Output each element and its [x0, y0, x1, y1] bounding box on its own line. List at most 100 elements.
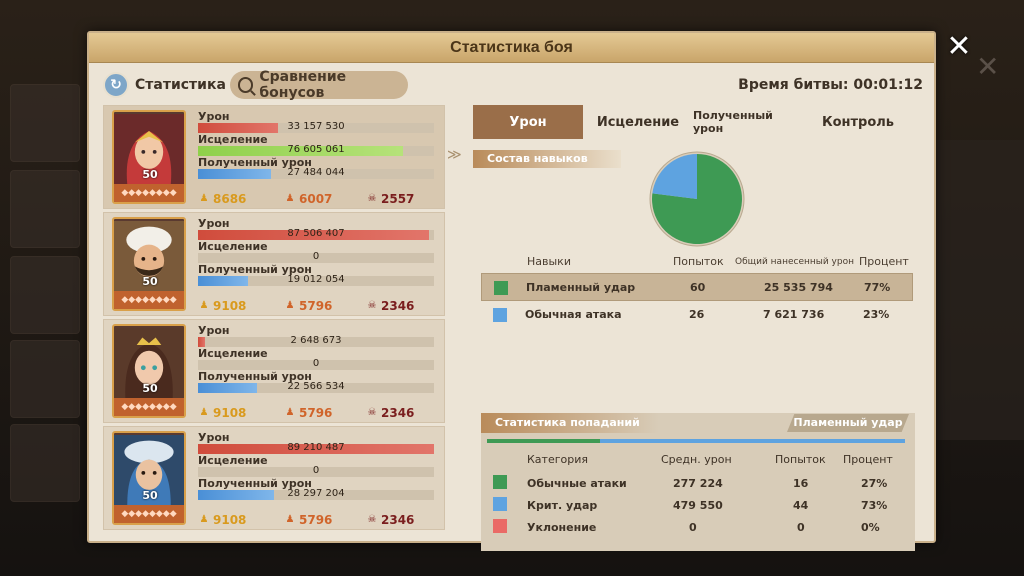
- taken-bar: 19 012 054: [198, 274, 434, 286]
- panel-toolbar: ↻ Статистика Сравнение бонусов Время бит…: [103, 69, 923, 101]
- tab-damage-taken[interactable]: Полученный урон: [693, 109, 773, 135]
- taken-value: 27 484 044: [287, 167, 345, 178]
- skill-percent: 23%: [863, 308, 890, 321]
- dead-value: 2346: [381, 406, 415, 420]
- damage-bar: 2 648 673: [198, 335, 434, 347]
- battle-time: Время битвы: 00:01:12: [738, 77, 923, 93]
- hero-stars: ◆◆◆◆◆◆◆◆: [114, 184, 184, 202]
- col-percent: Процент: [859, 255, 909, 268]
- taken-value: 22 566 534: [287, 381, 345, 392]
- hit-percent: 73%: [861, 499, 888, 512]
- heal-value: 76 605 061: [287, 144, 345, 155]
- troops-stat: ♟ 9108: [198, 299, 247, 313]
- taken-label: Полученный урон: [198, 477, 312, 490]
- skill-percent: 77%: [864, 281, 891, 294]
- hero-avatar: [114, 221, 184, 291]
- details-area: Урон Исцеление Полученный урон Контроль …: [447, 105, 915, 551]
- statistics-tab[interactable]: ↻ Статистика: [103, 71, 226, 99]
- wounded-icon: ♟: [285, 193, 295, 204]
- hit-stats-header: Категория Средн. урон Попыток Процент: [481, 453, 915, 471]
- skill-name: Обычная атака: [525, 308, 622, 321]
- hit-row: Уклонение 0 0 0%: [481, 519, 915, 539]
- hero-portrait[interactable]: 50 ◆◆◆◆◆◆◆◆: [112, 110, 186, 204]
- heal-bar-fill: [198, 146, 404, 156]
- taken-value: 28 297 204: [287, 488, 345, 499]
- heal-bar: 76 605 061: [198, 144, 434, 156]
- hero-row[interactable]: 50 ◆◆◆◆◆◆◆◆ Урон 2 648 673 Исцеление 0 П…: [103, 319, 445, 423]
- wounded-stat: ♟ 6007: [284, 192, 333, 206]
- damage-label: Урон: [198, 217, 230, 230]
- panel-title: Статистика боя: [89, 33, 934, 63]
- heal-label: Исцеление: [198, 454, 268, 467]
- dead-stat: ☠ 2557: [366, 192, 415, 206]
- damage-label: Урон: [198, 324, 230, 337]
- refresh-icon[interactable]: ↻: [103, 72, 129, 98]
- hit-avg: 479 550: [673, 499, 723, 512]
- dead-value: 2346: [381, 513, 415, 527]
- hero-stats: Урон 33 157 530 Исцеление 76 605 061 Пол…: [198, 110, 434, 179]
- hero-row[interactable]: 50 ◆◆◆◆◆◆◆◆ Урон 33 157 530 Исцеление 76…: [103, 105, 445, 209]
- troops-value: 9108: [213, 513, 247, 527]
- hero-portrait[interactable]: 50 ◆◆◆◆◆◆◆◆: [112, 217, 186, 311]
- stat-tabs: Урон Исцеление Полученный урон Контроль: [473, 105, 915, 139]
- col-percent: Процент: [843, 453, 893, 466]
- troops-stat: ♟ 9108: [198, 513, 247, 527]
- close-icon[interactable]: ✕: [946, 29, 972, 64]
- hero-row[interactable]: 50 ◆◆◆◆◆◆◆◆ Урон 87 506 407 Исцеление 0 …: [103, 212, 445, 316]
- damage-label: Урон: [198, 110, 230, 123]
- wounded-value: 5796: [299, 406, 333, 420]
- col-category: Категория: [527, 453, 588, 466]
- hero-portrait[interactable]: 50 ◆◆◆◆◆◆◆◆: [112, 324, 186, 418]
- damage-bar-fill: [198, 230, 430, 240]
- background-sidebar-tile: [10, 340, 80, 418]
- taken-value: 19 012 054: [287, 274, 345, 285]
- hit-avg: 277 224: [673, 477, 723, 490]
- damage-value: 2 648 673: [290, 335, 342, 346]
- hit-color-swatch: [493, 497, 507, 511]
- taken-bar-fill: [198, 276, 248, 286]
- pie-slice-basic-attack: [652, 154, 697, 199]
- heal-value: 0: [312, 358, 320, 369]
- hero-avatar: [114, 114, 184, 184]
- battle-stats-panel: Статистика боя ↻ Статистика Сравнение бо…: [87, 31, 936, 551]
- skill-row[interactable]: Обычная атака 26 7 621 736 23%: [481, 301, 913, 329]
- hero-portrait[interactable]: 50 ◆◆◆◆◆◆◆◆: [112, 431, 186, 525]
- hit-row: Крит. удар 479 550 44 73%: [481, 497, 915, 517]
- taken-label: Полученный урон: [198, 156, 312, 169]
- tab-damage[interactable]: Урон: [473, 105, 583, 139]
- wounded-icon: ♟: [285, 300, 295, 311]
- skills-section-title: Состав навыков: [473, 150, 621, 168]
- hero-stats: Урон 89 210 487 Исцеление 0 Полученный у…: [198, 431, 434, 500]
- col-attempts: Попыток: [673, 255, 724, 268]
- hit-stats-title: Статистика попаданий: [481, 413, 659, 433]
- damage-bar-fill: [198, 123, 279, 133]
- background-sidebar-tile: [10, 424, 80, 502]
- compare-bonuses-button[interactable]: Сравнение бонусов: [230, 69, 408, 101]
- wounded-stat: ♟ 5796: [284, 406, 333, 420]
- damage-value: 87 506 407: [287, 228, 345, 239]
- taken-bar-fill: [198, 383, 257, 393]
- skull-icon: ☠: [367, 300, 377, 311]
- skill-attempts: 26: [689, 308, 705, 321]
- hero-stats: Урон 87 506 407 Исцеление 0 Полученный у…: [198, 217, 434, 286]
- taken-bar: 22 566 534: [198, 381, 434, 393]
- skill-selector[interactable]: Пламенный удар: [787, 414, 909, 432]
- skill-row[interactable]: Пламенный удар 60 25 535 794 77%: [481, 273, 913, 301]
- statistics-label: Статистика: [135, 77, 226, 93]
- hero-footer: ♟ 9108 ♟ 5796 ☠ 2346: [198, 299, 434, 313]
- heal-label: Исцеление: [198, 133, 268, 146]
- hit-attempts: 16: [793, 477, 809, 490]
- hero-stars: ◆◆◆◆◆◆◆◆: [114, 398, 184, 416]
- hit-color-swatch: [493, 519, 507, 533]
- hero-avatar: [114, 328, 184, 398]
- tab-control[interactable]: Контроль: [821, 114, 895, 130]
- background-sidebar-tile: [10, 84, 80, 162]
- damage-bar: 87 506 407: [198, 228, 434, 240]
- troops-stat: ♟ 8686: [198, 192, 247, 206]
- hero-row[interactable]: 50 ◆◆◆◆◆◆◆◆ Урон 89 210 487 Исцеление 0 …: [103, 426, 445, 530]
- damage-bar-fill: [198, 444, 434, 454]
- heal-label: Исцеление: [198, 347, 268, 360]
- heal-value: 0: [312, 465, 320, 476]
- tab-healing[interactable]: Исцеление: [596, 114, 680, 130]
- hit-ratio-bar: [487, 439, 905, 443]
